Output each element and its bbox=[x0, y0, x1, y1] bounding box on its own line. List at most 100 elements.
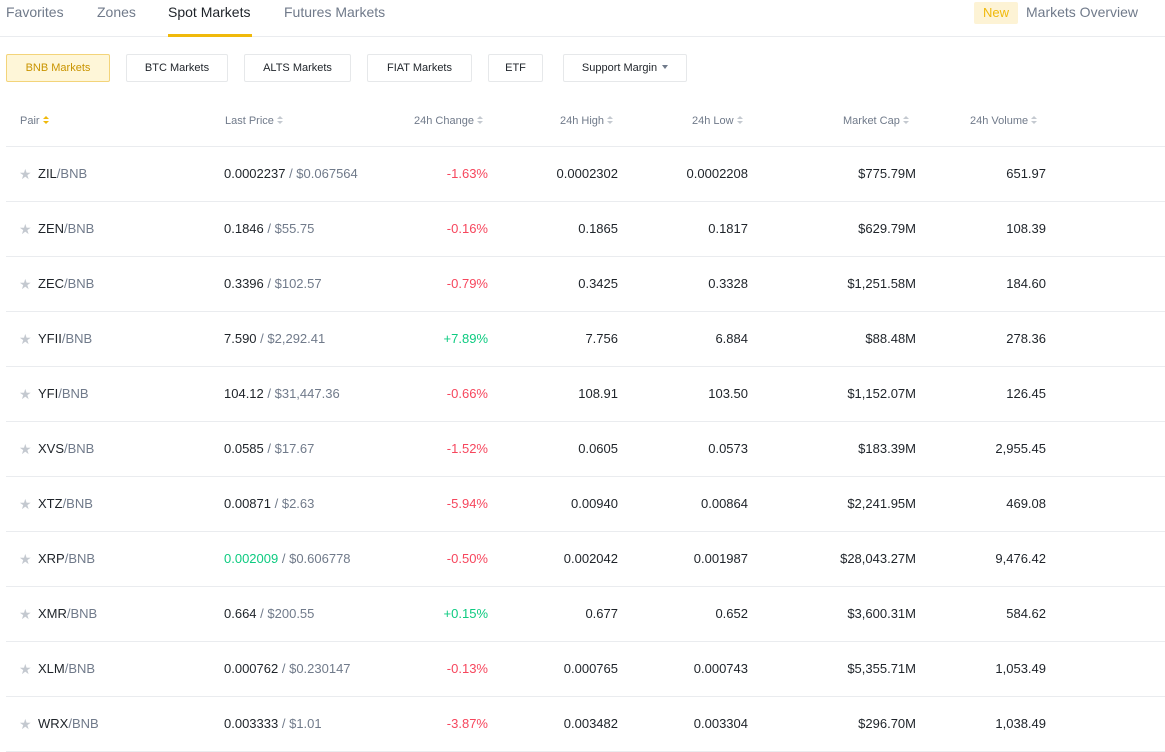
market-cap-value: $2,241.95M bbox=[847, 496, 916, 511]
support-margin-dropdown[interactable]: Support Margin bbox=[563, 54, 687, 82]
volume-value: 9,476.42 bbox=[995, 551, 1046, 566]
star-icon[interactable]: ★ bbox=[19, 331, 32, 347]
change-value: -0.50% bbox=[446, 551, 488, 566]
volume-value: 108.39 bbox=[1006, 221, 1046, 236]
tab-spot-markets[interactable]: Spot Markets bbox=[168, 4, 251, 20]
column-header-market-cap[interactable]: Market Cap bbox=[843, 115, 909, 127]
volume-value: 278.36 bbox=[1006, 331, 1046, 346]
table-header: Pair Last Price 24h Change 24h High 24h … bbox=[6, 98, 1165, 147]
table-row[interactable]: ★ ZEN/BNB 0.1846 / $55.75 -0.16% 0.1865 … bbox=[6, 202, 1165, 257]
sort-icon bbox=[1031, 115, 1038, 125]
market-tabs-bar: Favorites Zones Spot Markets Futures Mar… bbox=[0, 0, 1165, 37]
filter-alts-markets-button[interactable]: ALTS Markets bbox=[244, 54, 351, 82]
market-cap-value: $1,251.58M bbox=[847, 276, 916, 291]
change-value: -3.87% bbox=[446, 716, 488, 731]
low-value: 0.652 bbox=[715, 606, 748, 621]
tab-zones[interactable]: Zones bbox=[97, 4, 136, 20]
column-header-24h-change[interactable]: 24h Change bbox=[414, 115, 483, 127]
column-header-24h-high[interactable]: 24h High bbox=[560, 115, 614, 127]
last-price: 0.3396 / $102.57 bbox=[224, 276, 322, 291]
support-margin-label: Support Margin bbox=[581, 62, 658, 74]
star-icon[interactable]: ★ bbox=[19, 166, 32, 182]
sort-icon bbox=[607, 115, 614, 125]
table-row[interactable]: ★ ZIL/BNB 0.0002237 / $0.067564 -1.63% 0… bbox=[6, 147, 1165, 202]
low-value: 0.0002208 bbox=[686, 166, 748, 181]
star-icon[interactable]: ★ bbox=[19, 276, 32, 292]
table-row[interactable]: ★ XVS/BNB 0.0585 / $17.67 -1.52% 0.0605 … bbox=[6, 422, 1165, 477]
market-cap-value: $88.48M bbox=[865, 331, 916, 346]
filter-fiat-markets-button[interactable]: FIAT Markets bbox=[367, 54, 472, 82]
table-row[interactable]: ★ YFII/BNB 7.590 / $2,292.41 +7.89% 7.75… bbox=[6, 312, 1165, 367]
low-value: 103.50 bbox=[708, 386, 748, 401]
star-icon[interactable]: ★ bbox=[19, 606, 32, 622]
sort-icon bbox=[476, 115, 483, 125]
column-header-24h-volume[interactable]: 24h Volume bbox=[970, 115, 1038, 127]
market-cap-value: $775.79M bbox=[858, 166, 916, 181]
market-cap-value: $629.79M bbox=[858, 221, 916, 236]
high-header-label: 24h High bbox=[560, 115, 605, 127]
change-value: -0.13% bbox=[446, 661, 488, 676]
table-row[interactable]: ★ XLM/BNB 0.000762 / $0.230147 -0.13% 0.… bbox=[6, 642, 1165, 697]
last-price: 7.590 / $2,292.41 bbox=[224, 331, 326, 346]
change-value: -5.94% bbox=[446, 496, 488, 511]
last-price-header-label: Last Price bbox=[225, 115, 274, 127]
market-cap-value: $183.39M bbox=[858, 441, 916, 456]
column-header-24h-low[interactable]: 24h Low bbox=[692, 115, 743, 127]
volume-value: 651.97 bbox=[1006, 166, 1046, 181]
filter-btc-markets-button[interactable]: BTC Markets bbox=[126, 54, 228, 82]
market-cap-value: $5,355.71M bbox=[847, 661, 916, 676]
table-row[interactable]: ★ ZEC/BNB 0.3396 / $102.57 -0.79% 0.3425… bbox=[6, 257, 1165, 312]
pair-name: YFI/BNB bbox=[38, 386, 89, 401]
filter-etf-button[interactable]: ETF bbox=[488, 54, 543, 82]
pair-name: XRP/BNB bbox=[38, 551, 96, 566]
change-value: -1.63% bbox=[446, 166, 488, 181]
low-value: 0.003304 bbox=[693, 716, 748, 731]
high-value: 0.0605 bbox=[578, 441, 618, 456]
table-row[interactable]: ★ YFI/BNB 104.12 / $31,447.36 -0.66% 108… bbox=[6, 367, 1165, 422]
star-icon[interactable]: ★ bbox=[19, 661, 32, 677]
last-price: 0.0585 / $17.67 bbox=[224, 441, 315, 456]
star-icon[interactable]: ★ bbox=[19, 496, 32, 512]
table-row[interactable]: ★ XMR/BNB 0.664 / $200.55 +0.15% 0.677 0… bbox=[6, 587, 1165, 642]
volume-value: 1,053.49 bbox=[995, 661, 1046, 676]
last-price: 0.003333 / $1.01 bbox=[224, 716, 322, 731]
table-row[interactable]: ★ XTZ/BNB 0.00871 / $2.63 -5.94% 0.00940… bbox=[6, 477, 1165, 532]
pair-header-label: Pair bbox=[20, 115, 40, 127]
markets-overview-link[interactable]: Markets Overview bbox=[1026, 4, 1139, 20]
new-badge: New bbox=[974, 2, 1018, 24]
high-value: 0.3425 bbox=[578, 276, 618, 291]
column-header-last-price[interactable]: Last Price bbox=[225, 115, 283, 127]
caret-down-icon bbox=[662, 65, 669, 70]
high-value: 0.677 bbox=[585, 606, 618, 621]
change-value: -1.52% bbox=[446, 441, 488, 456]
star-icon[interactable]: ★ bbox=[19, 716, 32, 732]
market-cap-value: $296.70M bbox=[858, 716, 916, 731]
last-price: 0.000762 / $0.230147 bbox=[224, 661, 351, 676]
last-price: 0.0002237 / $0.067564 bbox=[224, 166, 358, 181]
table-row[interactable]: ★ XRP/BNB 0.002009 / $0.606778 -0.50% 0.… bbox=[6, 532, 1165, 587]
low-value: 0.001987 bbox=[693, 551, 748, 566]
star-icon[interactable]: ★ bbox=[19, 441, 32, 457]
low-value: 0.0573 bbox=[708, 441, 748, 456]
tab-futures-markets[interactable]: Futures Markets bbox=[284, 4, 386, 20]
volume-value: 2,955.45 bbox=[995, 441, 1046, 456]
active-tab-indicator bbox=[168, 34, 252, 37]
pair-name: XMR/BNB bbox=[38, 606, 98, 621]
column-header-pair[interactable]: Pair bbox=[20, 115, 49, 127]
change-value: +7.89% bbox=[443, 331, 488, 346]
star-icon[interactable]: ★ bbox=[19, 386, 32, 402]
market-cap-value: $28,043.27M bbox=[840, 551, 916, 566]
pair-name: XTZ/BNB bbox=[38, 496, 93, 511]
pair-name: XVS/BNB bbox=[38, 441, 95, 456]
star-icon[interactable]: ★ bbox=[19, 221, 32, 237]
volume-value: 184.60 bbox=[1006, 276, 1046, 291]
high-value: 0.1865 bbox=[578, 221, 618, 236]
change-header-label: 24h Change bbox=[414, 115, 474, 127]
star-icon[interactable]: ★ bbox=[19, 551, 32, 567]
tab-favorites[interactable]: Favorites bbox=[6, 4, 64, 20]
filter-bnb-markets-button[interactable]: BNB Markets bbox=[6, 54, 110, 82]
last-price: 0.664 / $200.55 bbox=[224, 606, 315, 621]
table-row[interactable]: ★ WRX/BNB 0.003333 / $1.01 -3.87% 0.0034… bbox=[6, 697, 1165, 752]
volume-value: 126.45 bbox=[1006, 386, 1046, 401]
high-value: 0.000765 bbox=[563, 661, 618, 676]
